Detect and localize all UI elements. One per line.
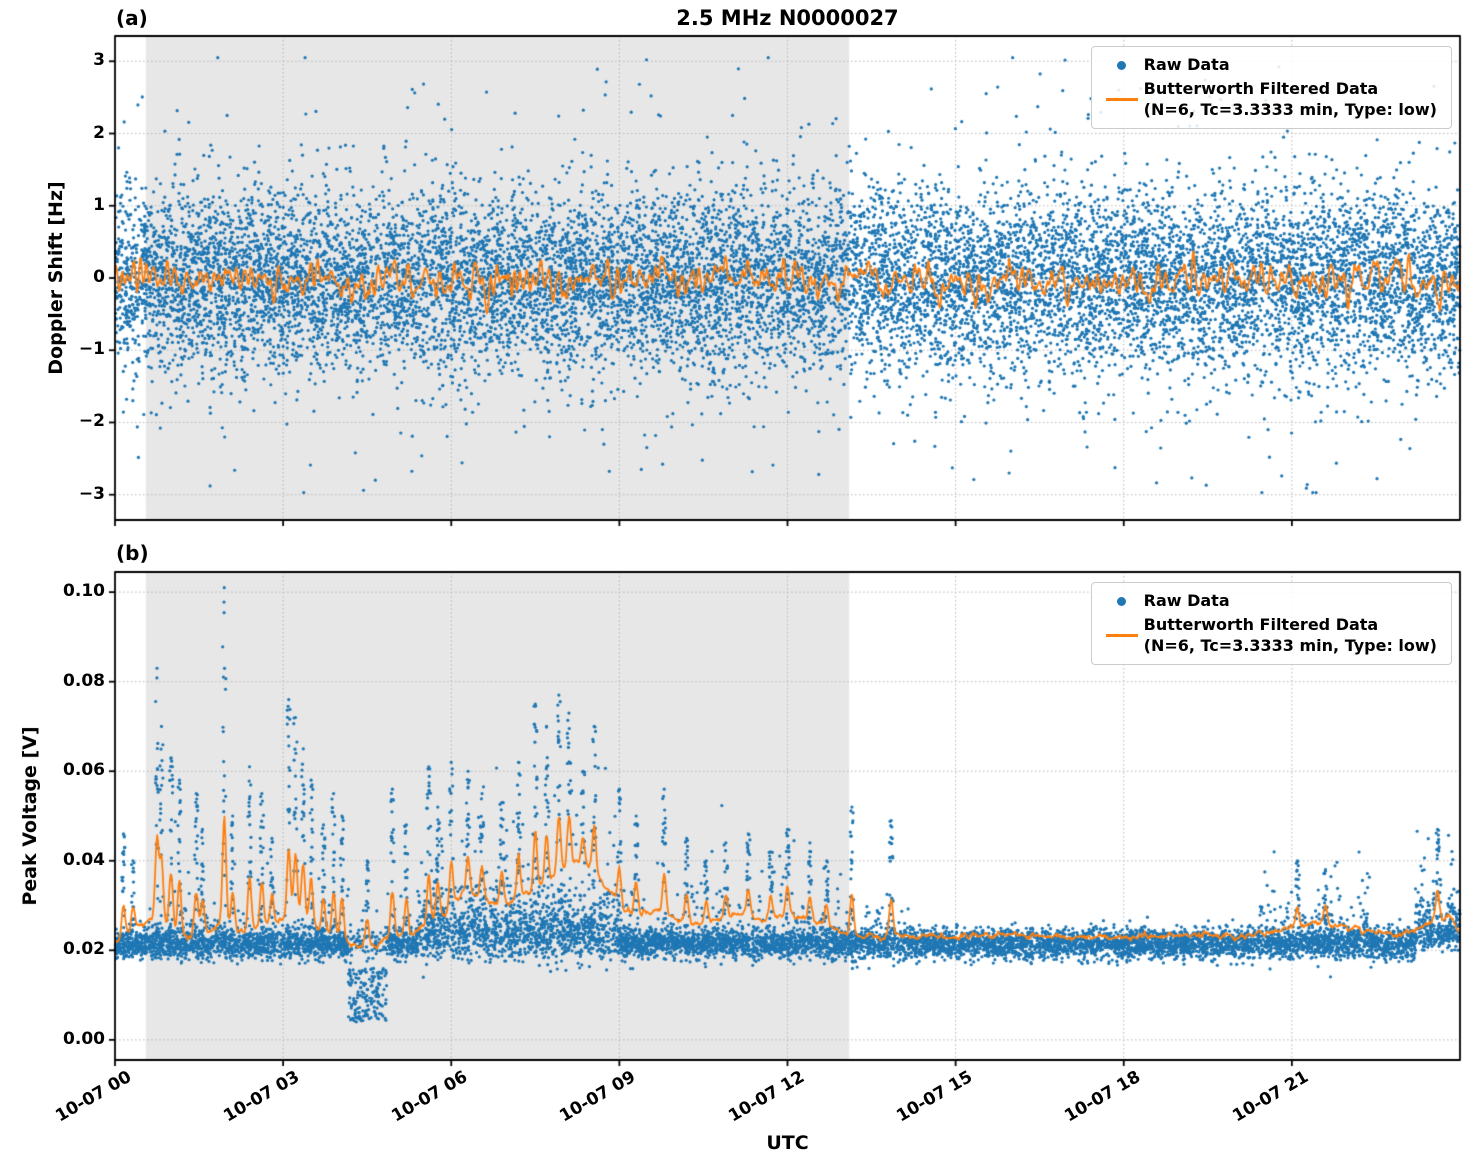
- filtered-data-line-icon: [1105, 634, 1138, 638]
- raw-data-dot-icon: [1117, 60, 1127, 70]
- legend-filtered-label: Butterworth Filtered Data: [1143, 78, 1379, 98]
- legend-raw-label: Raw Data: [1143, 55, 1230, 74]
- panel-a-tag: (a): [116, 6, 148, 30]
- legend-entry-filtered: Butterworth Filtered Data (N=6, Tc=3.333…: [1100, 79, 1437, 121]
- raw-data-marker-cell: [1100, 60, 1144, 70]
- raw-data-marker-cell: [1100, 596, 1144, 606]
- x-axis-label: UTC: [766, 1132, 809, 1154]
- panel-b-tag: (b): [116, 541, 149, 565]
- filtered-data-line-icon: [1105, 98, 1138, 102]
- legend-entry-raw: Raw Data: [1100, 55, 1437, 76]
- legend-filtered-label: Butterworth Filtered Data: [1143, 614, 1379, 634]
- filtered-data-marker-cell: [1100, 634, 1144, 638]
- panel-b-y-axis-label: Peak Voltage [V]: [19, 726, 41, 906]
- legend-raw-label: Raw Data: [1143, 591, 1230, 610]
- legend-entry-raw: Raw Data: [1100, 591, 1437, 612]
- panel-a-y-axis-label: Doppler Shift [Hz]: [45, 181, 67, 375]
- raw-data-dot-icon: [1117, 596, 1127, 606]
- figure-title: 2.5 MHz N0000027: [676, 6, 899, 30]
- panel-b-legend: Raw Data Butterworth Filtered Data (N=6,…: [1090, 582, 1452, 666]
- legend-filtered-sublabel: (N=6, Tc=3.3333 min, Type: low): [1143, 635, 1437, 655]
- legend-entry-filtered: Butterworth Filtered Data (N=6, Tc=3.333…: [1100, 615, 1437, 657]
- panel-a-legend: Raw Data Butterworth Filtered Data (N=6,…: [1090, 46, 1452, 130]
- legend-filtered-sublabel: (N=6, Tc=3.3333 min, Type: low): [1143, 99, 1437, 119]
- filtered-data-marker-cell: [1100, 98, 1144, 102]
